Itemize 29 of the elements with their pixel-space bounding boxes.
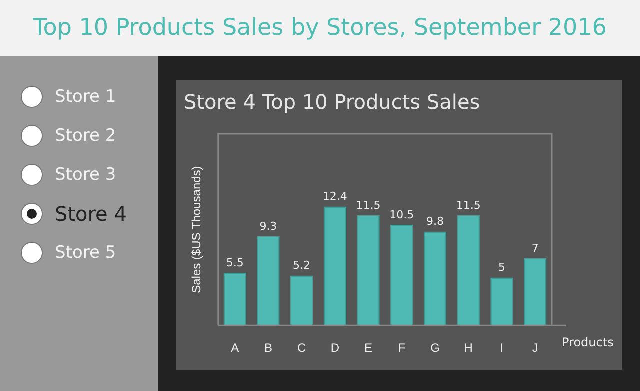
data-label: 12.4: [322, 190, 348, 204]
data-label: 5.2: [293, 259, 311, 272]
data-label: 11.5: [456, 198, 481, 212]
x-tick-label: B: [264, 341, 272, 356]
chart-title: Top 10 Products Sales by Stores, September 2016: [0, 0, 640, 56]
x-tick-label: I: [500, 341, 504, 356]
text: Store 3: [55, 165, 116, 185]
x-tick-label: A: [231, 341, 240, 356]
data-label: 5: [498, 261, 506, 274]
data-label: 9.3: [260, 220, 278, 233]
chart-subtitle: Store 4 Top 10 Products Sales: [184, 90, 480, 114]
x-tick-label: H: [464, 341, 473, 356]
data-label: 11.5: [356, 198, 381, 212]
x-tick-label: C: [297, 341, 306, 356]
data-label: 7: [532, 242, 539, 255]
data-label: 9.8: [426, 215, 444, 228]
text: Store 5: [55, 243, 116, 263]
data-label: 10.5: [390, 208, 414, 222]
x-tick-label: E: [364, 341, 373, 356]
text: Store 1: [55, 87, 116, 107]
x-tick-label: F: [398, 341, 406, 356]
text: Store 4: [55, 202, 127, 226]
text: Store 2: [55, 126, 116, 146]
x-tick-label: G: [430, 341, 440, 356]
x-axis-title: Products: [562, 336, 614, 350]
x-tick-label: J: [532, 341, 538, 356]
y-axis-title: Sales ($US Thousands): [190, 166, 204, 294]
x-tick-label: D: [330, 341, 340, 356]
data-label: 5.5: [226, 256, 244, 270]
